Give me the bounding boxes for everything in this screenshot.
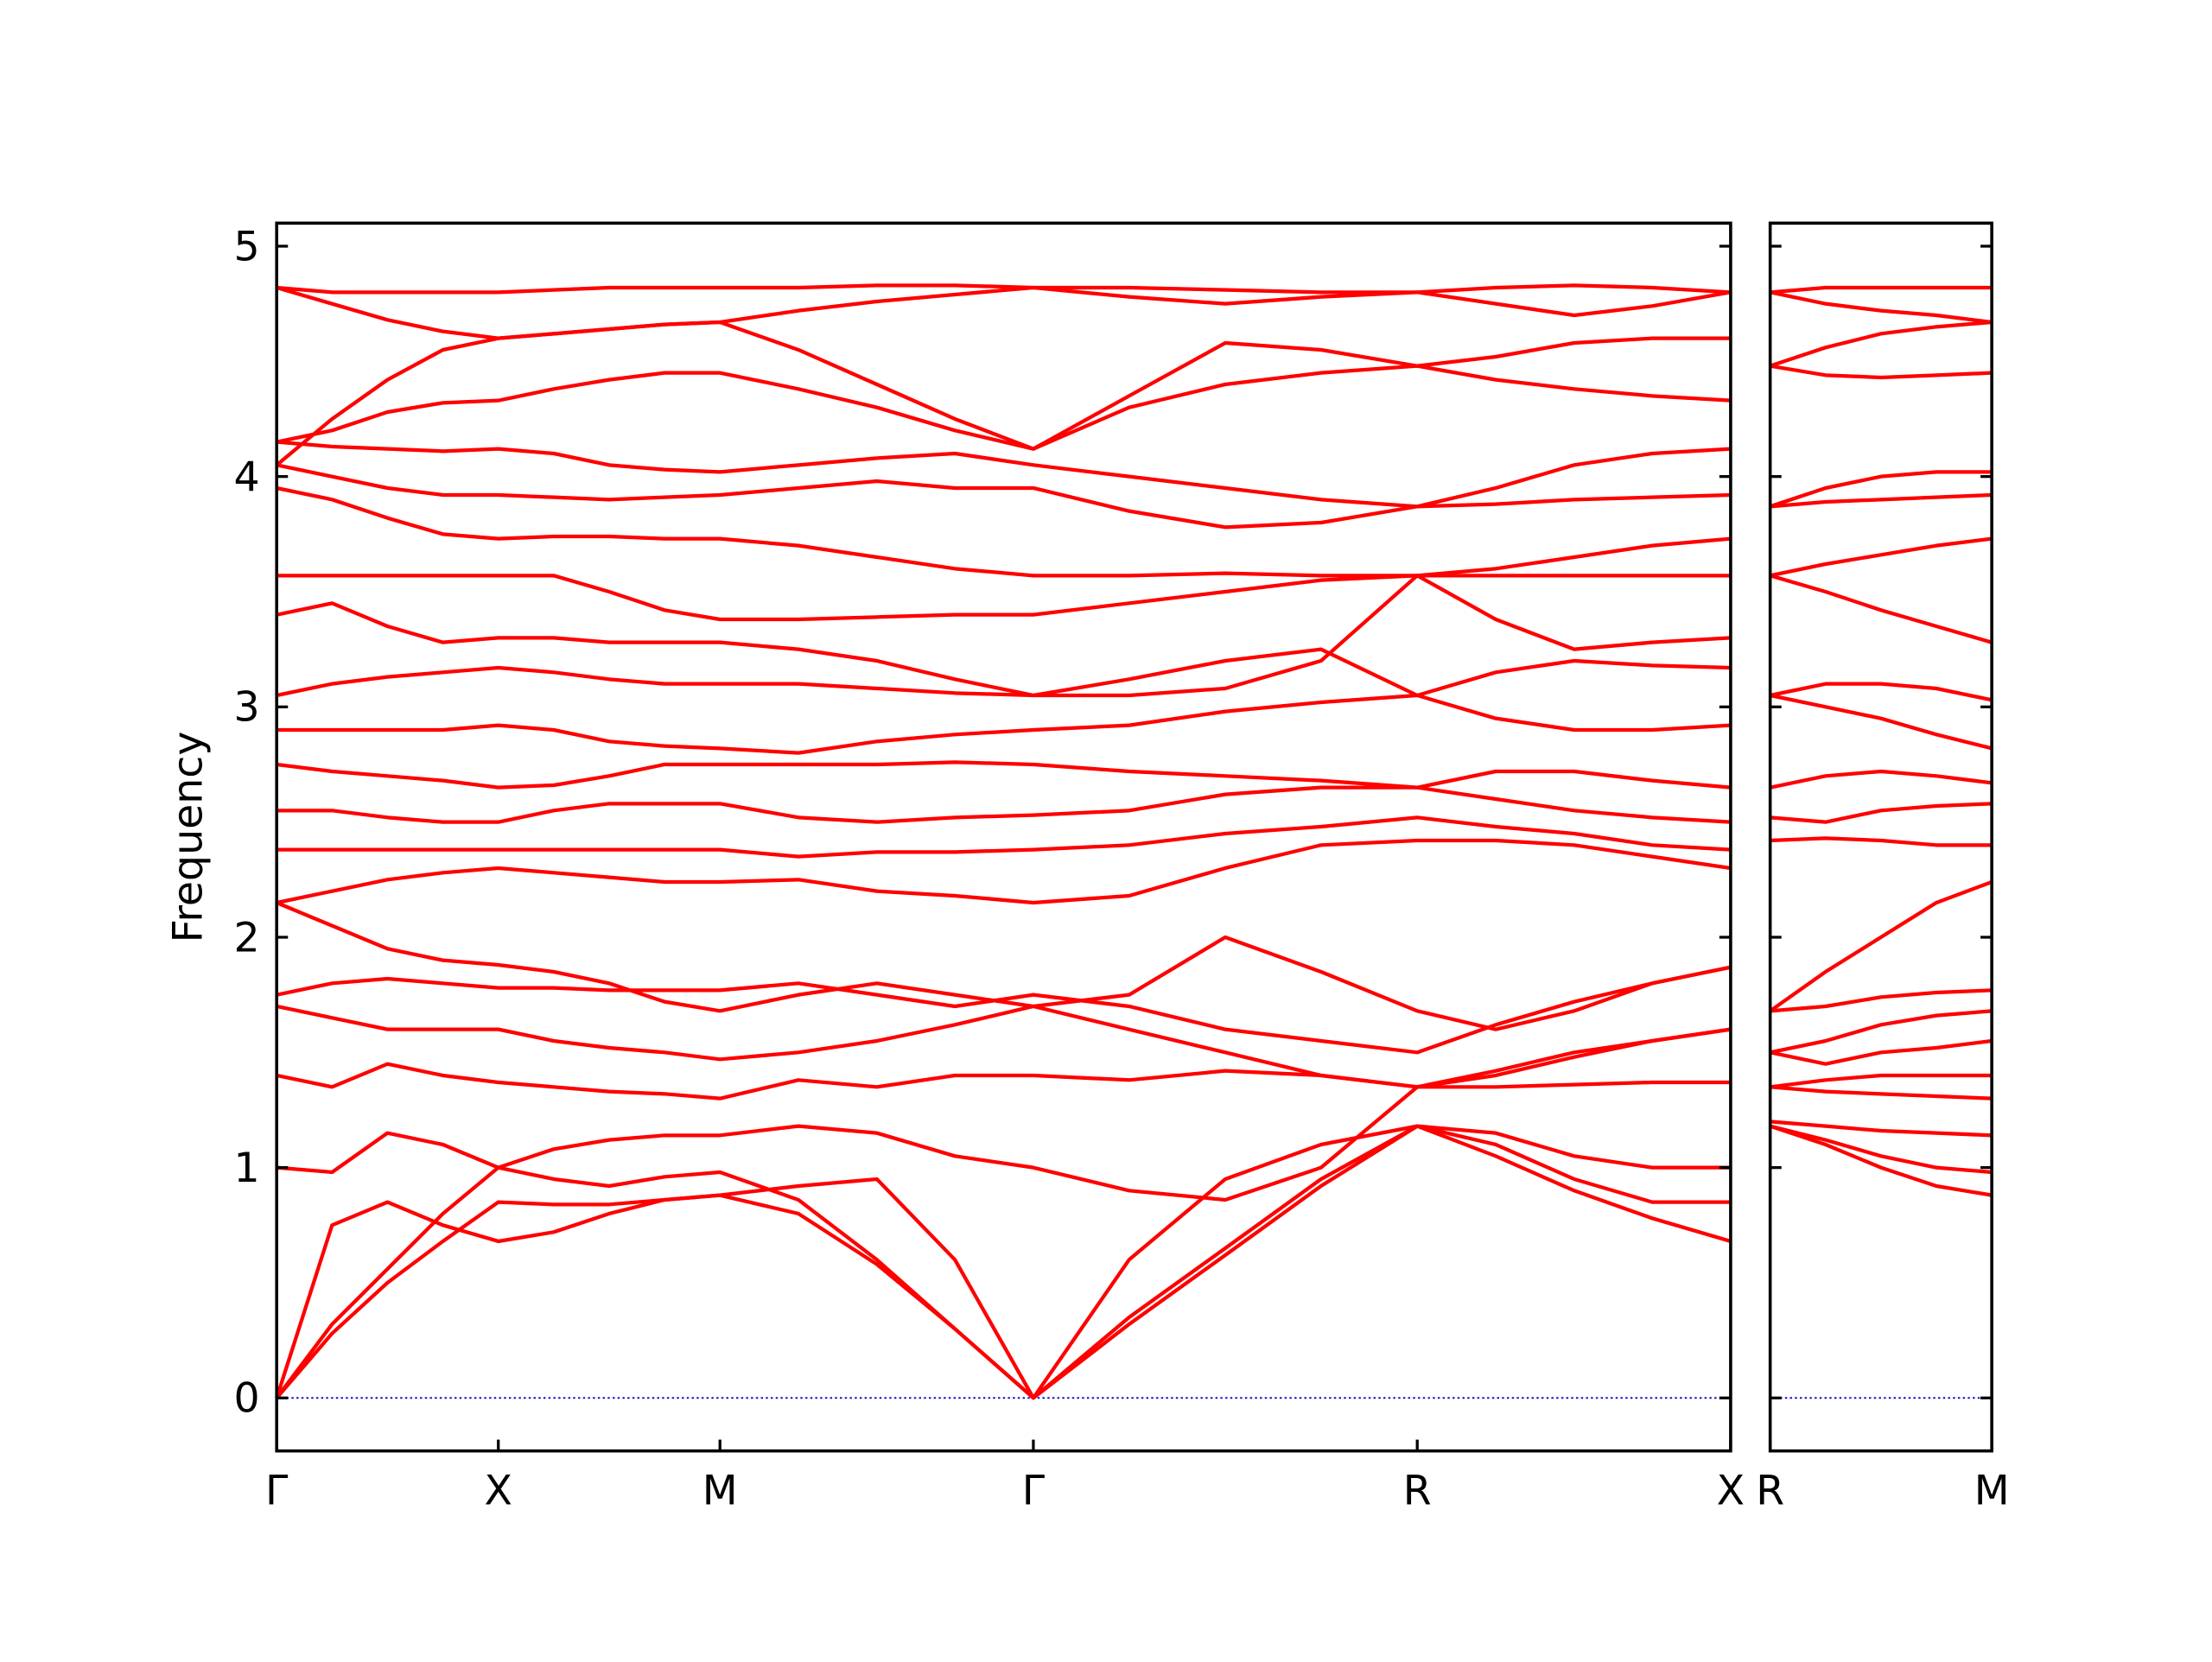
band-line: [1770, 1124, 1993, 1175]
band-line: [276, 283, 1732, 295]
plot-frame: [275, 221, 1732, 1453]
band-line: [276, 901, 1732, 1031]
y-tick-label: 0: [233, 1375, 259, 1423]
band-line: [1770, 988, 1993, 1013]
x-tick-label: R: [1756, 1468, 1784, 1515]
y-tick-label: 1: [233, 1145, 259, 1192]
band-line: [276, 1004, 1732, 1089]
band-line: [276, 647, 1731, 698]
band-line: [1770, 364, 1993, 380]
band-line: [276, 463, 1731, 530]
band-line: [1770, 836, 1993, 847]
band-line: [1769, 320, 1993, 368]
band-line: [276, 574, 1732, 698]
band-line: [276, 815, 1732, 859]
band-line: [1770, 574, 1993, 644]
x-tick-label: R: [1403, 1468, 1432, 1515]
y-tick-label: 4: [233, 454, 259, 501]
band-line: [275, 1124, 1731, 1400]
band-line: [1770, 769, 1993, 790]
band-line: [1770, 290, 1993, 325]
plot-frame: [1768, 221, 1993, 1453]
band-line: [276, 1027, 1732, 1101]
y-axis-label: Frequency: [165, 732, 213, 943]
band-line: [276, 1080, 1731, 1202]
x-tick-label: M: [1974, 1468, 2010, 1515]
band-line: [1770, 1038, 1993, 1066]
band-line: [275, 1124, 1731, 1400]
band-line: [276, 693, 1732, 755]
band-line: [1770, 1073, 1993, 1089]
band-line: [276, 838, 1732, 905]
y-tick-label: 2: [233, 914, 259, 961]
band-line: [1770, 285, 1993, 295]
band-line: [1770, 1009, 1993, 1055]
band-line: [275, 1124, 1732, 1400]
band-line: [1770, 682, 1993, 702]
band-line: [276, 440, 1732, 509]
band-line: [1770, 492, 1993, 509]
x-tick-label: X: [1717, 1468, 1745, 1515]
band-line: [1769, 1124, 1993, 1197]
band-line: [1770, 536, 1993, 578]
y-tick-label: 3: [233, 684, 259, 732]
x-tick-label: Γ: [265, 1468, 289, 1515]
band-line: [1769, 470, 1993, 509]
x-tick-label: M: [702, 1468, 738, 1515]
band-line: [275, 320, 1731, 466]
x-tick-label: X: [484, 1468, 512, 1515]
band-line: [276, 760, 1732, 824]
band-line: [1770, 693, 1993, 751]
band-line: [1769, 879, 1993, 1013]
band-line: [276, 285, 1732, 340]
band-line: [276, 965, 1732, 1055]
y-tick-label: 5: [233, 223, 259, 270]
band-line: [276, 769, 1732, 824]
band-line: [1770, 1085, 1993, 1101]
band-line: [276, 364, 1732, 451]
x-tick-label: Γ: [1022, 1468, 1046, 1515]
band-line: [1770, 1120, 1993, 1138]
band-line: [276, 485, 1732, 578]
band-line: [1770, 802, 1993, 824]
band-line: [276, 574, 1731, 622]
